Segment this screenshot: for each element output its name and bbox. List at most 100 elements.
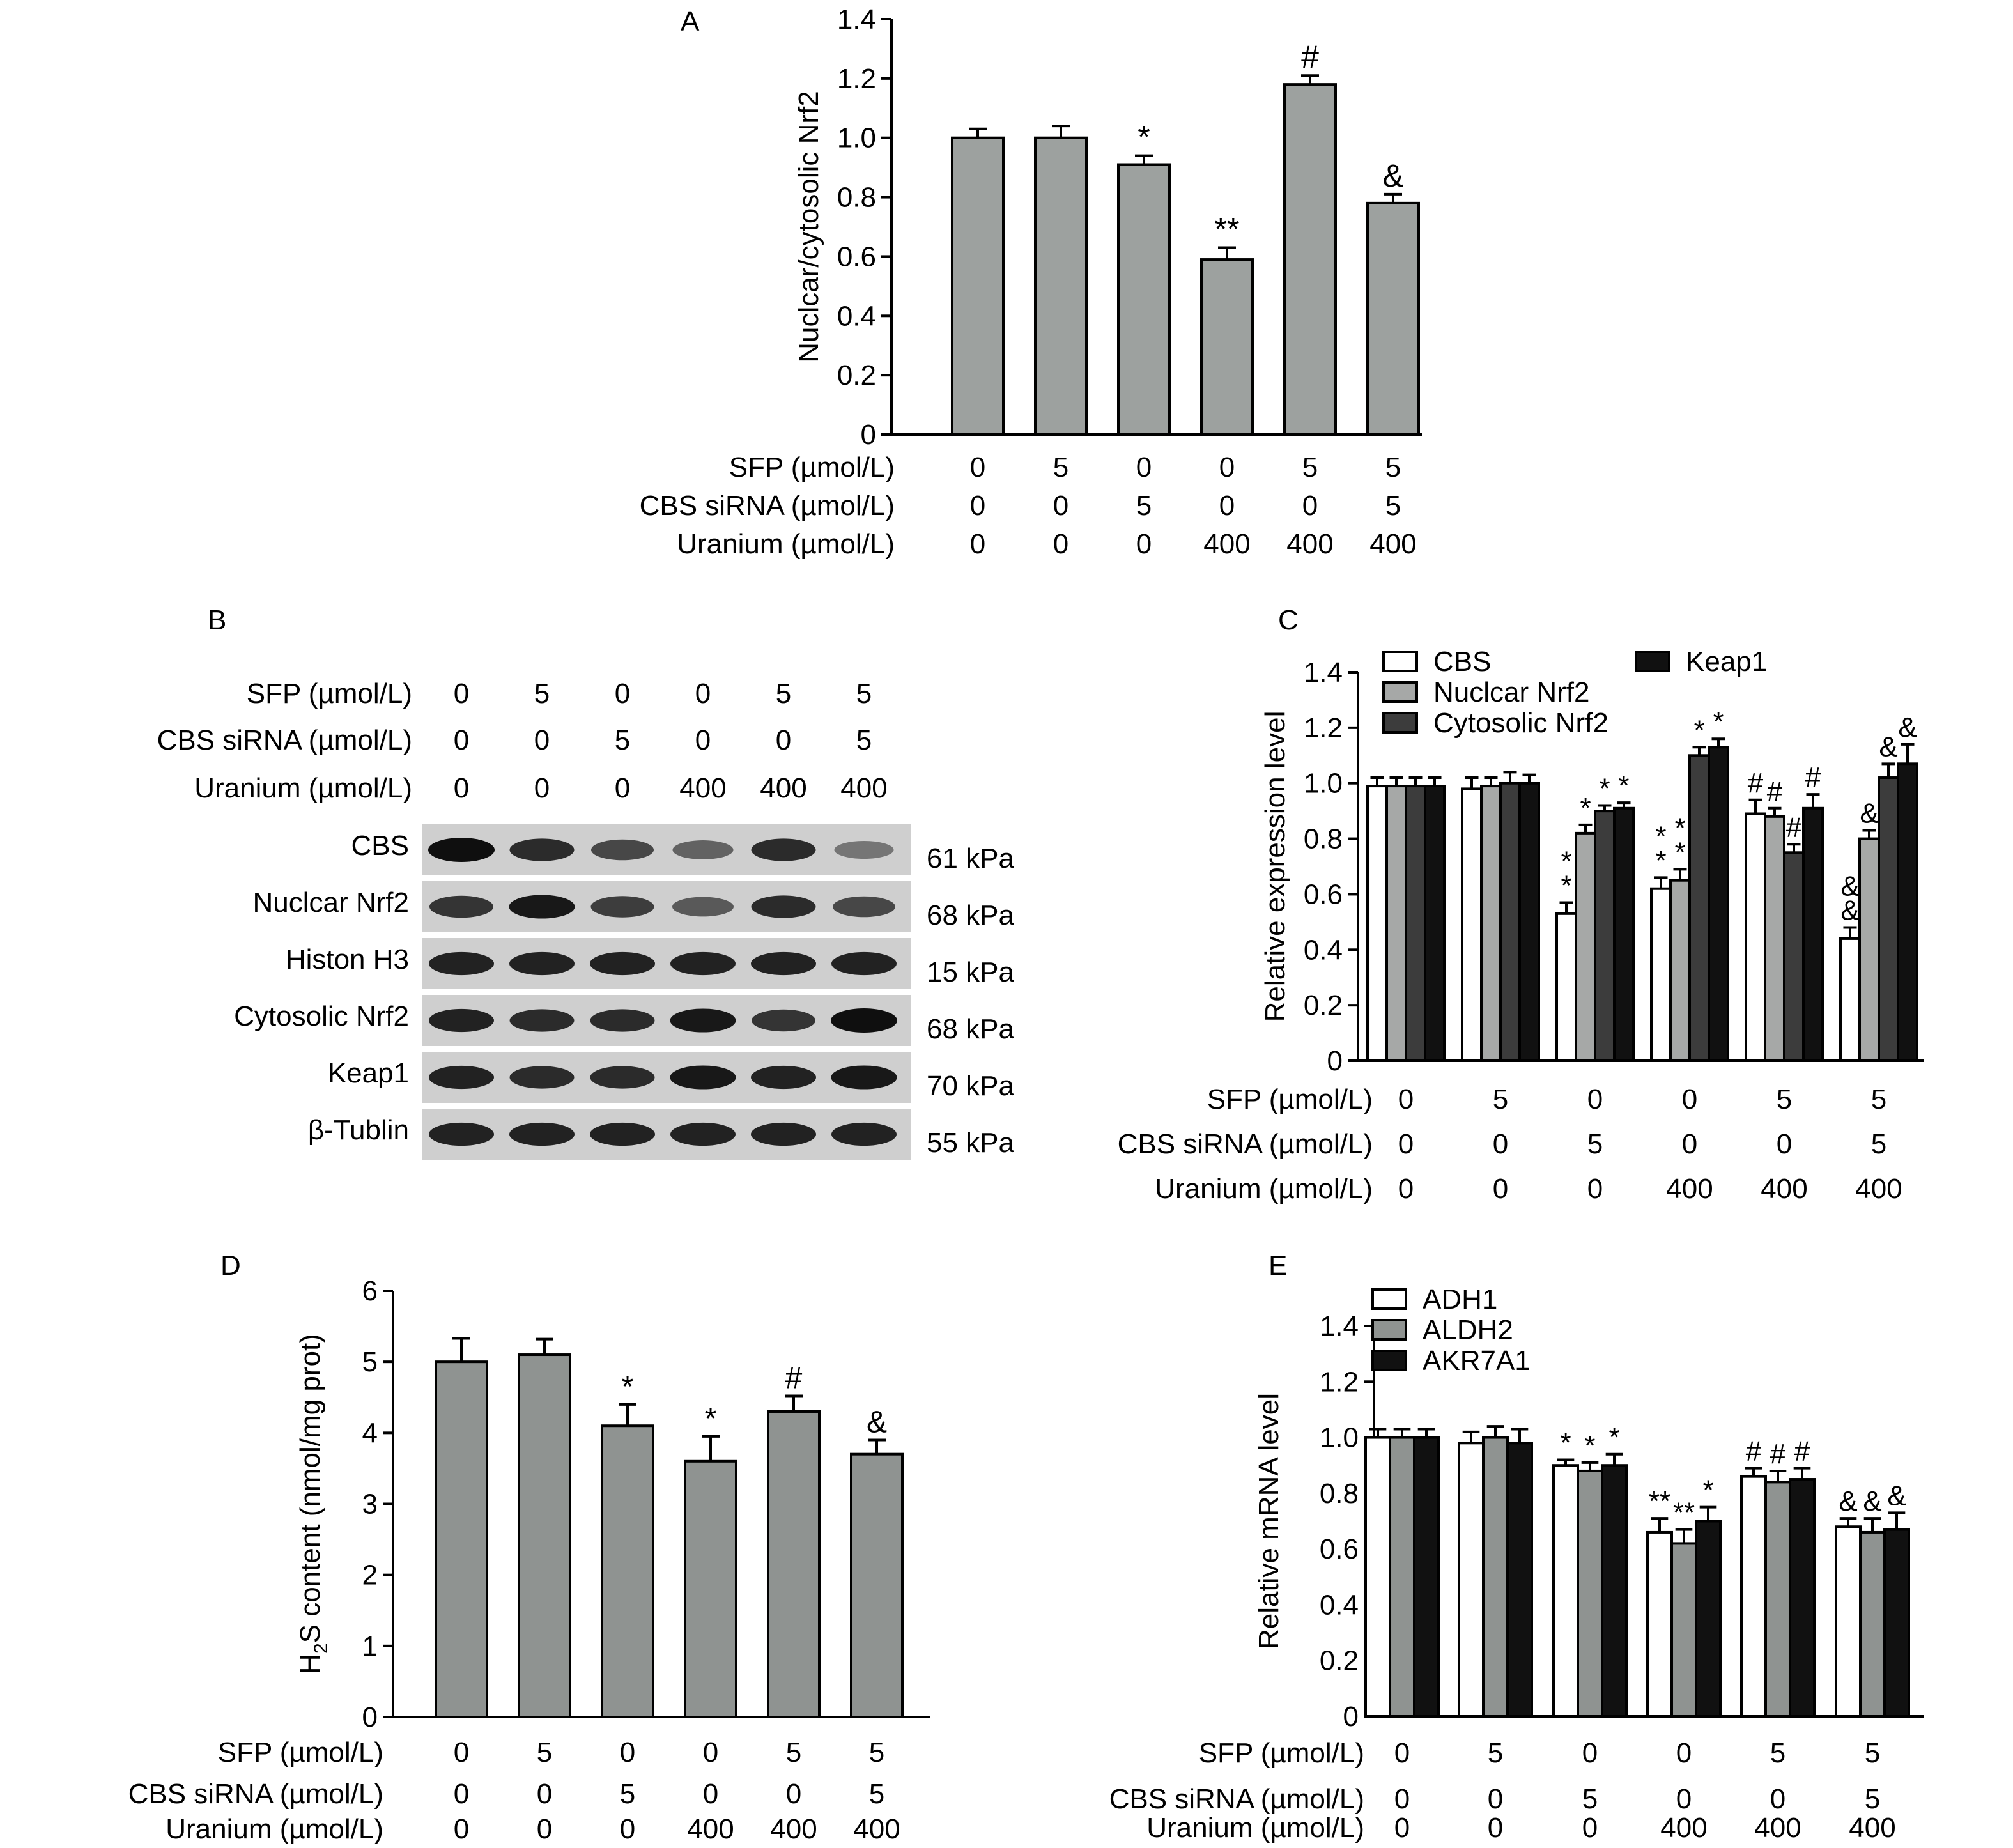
treatment-value: 400 [840, 773, 887, 804]
significance-mark: & [1879, 731, 1897, 762]
bar [601, 1424, 654, 1718]
treatment-label: Uranium (µmol/L) [194, 773, 412, 804]
bar [1283, 83, 1337, 436]
panel-E: 0 0.2 0.4 0.6 0.8 1.0 1.2 1.4 Relative mRNA leve… [1109, 1284, 1924, 1844]
legend-label: ADH1 [1423, 1284, 1497, 1315]
treatment-value: 5 [1053, 452, 1068, 483]
significance-mark: # [1805, 762, 1821, 793]
panel-letter-D: D [220, 1250, 241, 1281]
bar [1764, 1481, 1791, 1718]
treatment-value: 5 [1302, 452, 1318, 483]
blot-band [834, 840, 894, 859]
treatment-value: 0 [1676, 1783, 1692, 1815]
legend-label: Keap1 [1686, 646, 1767, 677]
blot-band [429, 951, 494, 976]
y-tick-label: 1.2 [1304, 712, 1343, 744]
blot-band [509, 895, 575, 919]
treatment-value: 5 [1385, 490, 1401, 521]
bar [1385, 785, 1407, 1062]
bar [1740, 1475, 1767, 1718]
y-tick-label: 3 [362, 1489, 378, 1520]
blot-kda-label: 15 kPa [927, 957, 1015, 988]
treatment-value: 5 [537, 1737, 552, 1768]
bar [951, 136, 1005, 436]
blot-band [751, 1122, 816, 1146]
significance-mark: # [1301, 39, 1319, 75]
treatment-value: 0 [1582, 1812, 1598, 1844]
bar [435, 1360, 488, 1719]
y-tick-label: 0.4 [837, 300, 876, 332]
blot-kda-label: 61 kPa [927, 843, 1015, 874]
significance-mark: # [1794, 1436, 1810, 1467]
treatment-value: 0 [970, 528, 985, 560]
blot-protein-label: Cytosolic Nrf2 [234, 1001, 409, 1032]
bar [1117, 163, 1171, 436]
treatment-label: SFP (µmol/L) [729, 452, 895, 483]
treatment-value: 0 [1493, 1173, 1508, 1205]
y-tick-label: 0.2 [1320, 1645, 1359, 1677]
treatment-value: 400 [679, 773, 726, 804]
treatment-value: 400 [853, 1813, 900, 1845]
blot-band [751, 838, 816, 861]
bar [1669, 879, 1691, 1062]
treatment-label: Uranium (µmol/L) [166, 1813, 383, 1845]
bar [1518, 782, 1540, 1062]
y-tick-label: 0.6 [837, 241, 876, 272]
bar [1858, 837, 1880, 1062]
blot-band [672, 840, 734, 859]
bar [1413, 1436, 1440, 1718]
y-axis-label: Relative expression level [1260, 711, 1291, 1022]
bar [767, 1410, 821, 1719]
treatment-value: 0 [1682, 1128, 1697, 1160]
treatment-value: 0 [703, 1778, 718, 1810]
treatment-value: 5 [786, 1737, 801, 1768]
legend-swatch [1371, 1350, 1407, 1371]
bar [684, 1459, 737, 1719]
y-tick-label: 1.0 [1304, 768, 1343, 799]
bar [1577, 1469, 1603, 1718]
treatment-value: 0 [1053, 490, 1068, 521]
significance-mark: * [1655, 845, 1666, 876]
treatment-label: Uranium (µmol/L) [1155, 1173, 1373, 1205]
treatment-value: 0 [534, 725, 550, 756]
bar [1688, 754, 1710, 1063]
blot-kda-label: 68 kPa [927, 1013, 1015, 1045]
treatment-value: 5 [1136, 490, 1152, 521]
y-axis-label: H2S content (nmol/mg prot) [295, 1334, 332, 1674]
y-axis-label-subscript: 2 [311, 1643, 332, 1654]
y-tick-label: 0 [1343, 1701, 1359, 1732]
panel-C: 0 0.2 0.4 0.6 0.8 1.0 1.2 1.4 Relative expressio… [1118, 646, 1924, 1205]
y-tick-label: 6 [362, 1275, 378, 1307]
significance-mark: * [1560, 1427, 1571, 1458]
treatment-value: 0 [454, 678, 469, 709]
blot-band [833, 896, 895, 918]
legend-swatch [1371, 1288, 1407, 1310]
y-tick-label: 1.2 [1320, 1366, 1359, 1398]
panel-letter-C: C [1278, 604, 1299, 636]
treatment-value: 5 [1493, 1084, 1508, 1115]
significance-mark: * [1599, 773, 1610, 804]
bar [1575, 831, 1596, 1063]
blot-band [509, 838, 575, 861]
blot-kda-label: 68 kPa [927, 900, 1015, 931]
bar [1646, 1530, 1673, 1718]
blot-band [751, 951, 816, 976]
blot-strip [422, 881, 911, 932]
treatment-value: 0 [1394, 1783, 1410, 1815]
significance-mark: * [1561, 845, 1571, 877]
bar [1389, 1436, 1415, 1718]
significance-mark: # [1770, 1438, 1786, 1470]
significance-mark: & [1839, 1486, 1857, 1517]
treatment-value: 0 [1493, 1128, 1508, 1160]
legend-label: Nuclcar Nrf2 [1433, 677, 1590, 708]
blot-band [831, 1065, 897, 1090]
blot-band [590, 951, 655, 976]
y-tick-label: 0 [1327, 1045, 1343, 1077]
y-tick-label: 0.2 [1304, 990, 1343, 1021]
significance-mark: * [1674, 812, 1685, 843]
significance-mark: * [1584, 1430, 1595, 1461]
blot-band [590, 1009, 655, 1032]
y-axis-label: Relative mRNA level [1253, 1393, 1284, 1649]
legend-swatch [1382, 712, 1418, 734]
